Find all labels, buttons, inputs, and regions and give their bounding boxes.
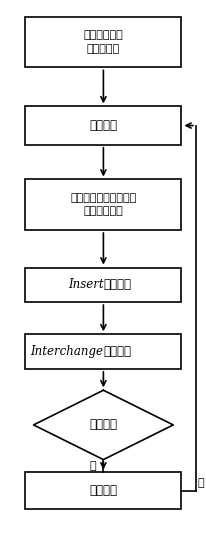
Text: 否: 否 [197, 478, 204, 487]
Text: 采用交叉、变异和选择
操作更新种群: 采用交叉、变异和选择 操作更新种群 [70, 193, 136, 216]
Bar [25, 17, 181, 67]
Bar [25, 106, 181, 145]
Text: 是: 是 [89, 461, 96, 471]
Text: Insert: Insert [67, 278, 103, 292]
Text: 局部搜索: 局部搜索 [103, 345, 131, 358]
Text: 评价个体: 评价个体 [89, 119, 117, 132]
Text: Interchange: Interchange [30, 345, 103, 358]
Bar [25, 472, 181, 509]
Text: 变异操作: 变异操作 [103, 278, 131, 292]
Bar [25, 268, 181, 302]
Bar [25, 179, 181, 230]
Text: 最优个体: 最优个体 [89, 484, 117, 497]
Bar [25, 334, 181, 369]
Text: 采用随机方法
初始化种群: 采用随机方法 初始化种群 [83, 30, 123, 54]
Text: 终止条件: 终止条件 [89, 418, 117, 431]
